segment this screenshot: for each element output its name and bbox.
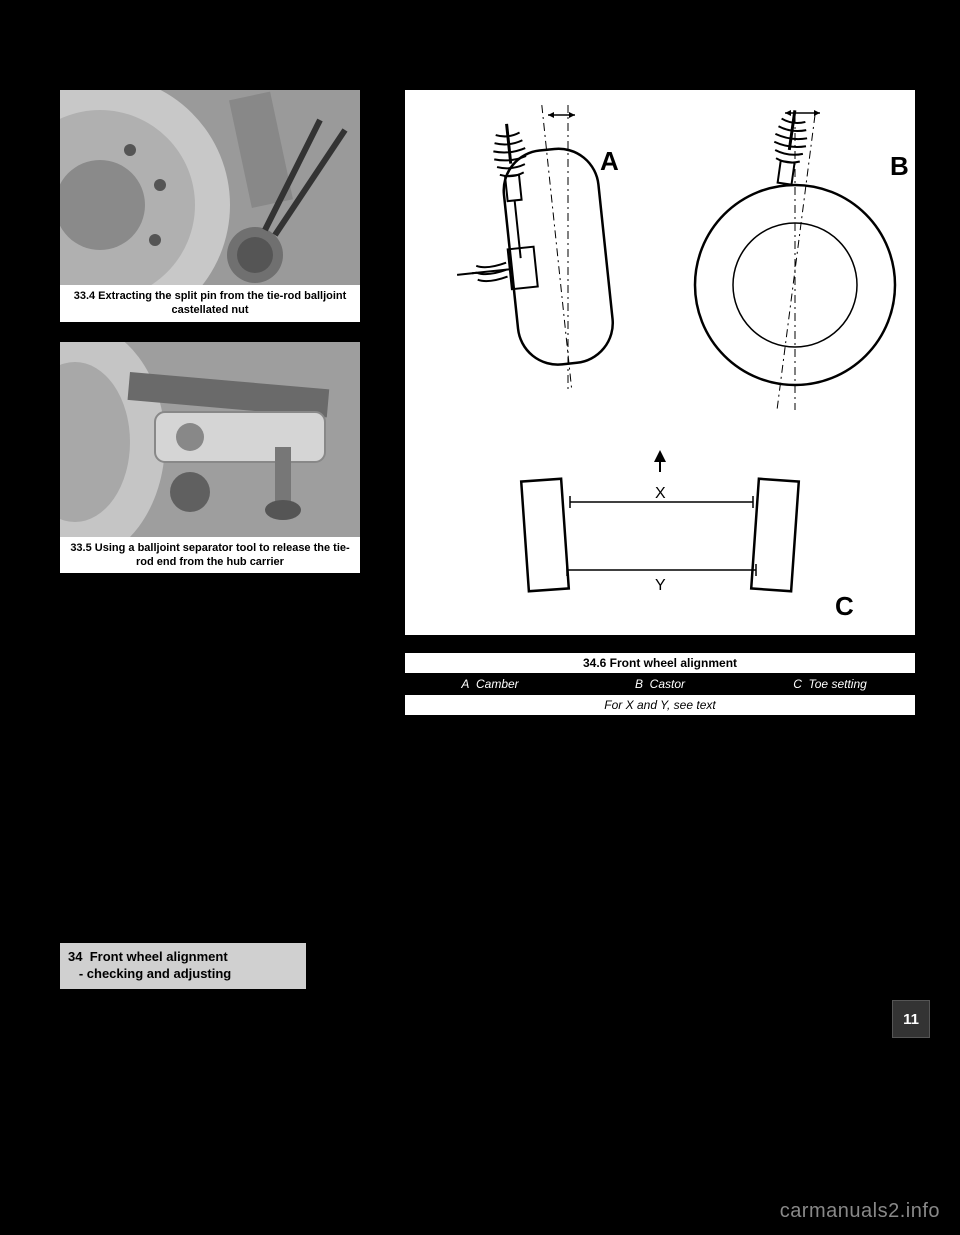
alignment-diagram: A [405, 90, 915, 635]
caption-33-5: 33.5 Using a balljoint separator tool to… [60, 537, 360, 574]
table-cell-b: B Castor [575, 677, 745, 691]
section-title: Front wheel alignment [90, 949, 228, 964]
table-header: 34.6 Front wheel alignment [405, 653, 915, 673]
right-area: A [405, 90, 915, 715]
svg-text:C: C [835, 591, 854, 621]
photo-33-5 [60, 342, 360, 537]
table-row: A Camber B Castor C Toe setting [405, 673, 915, 695]
table-note: For X and Y, see text [405, 695, 915, 715]
watermark: carmanuals2.info [780, 1200, 940, 1223]
manual-page: 33.4 Extracting the split pin from the t… [0, 0, 960, 1235]
svg-text:A: A [600, 146, 619, 176]
alignment-table: 34.6 Front wheel alignment A Camber B Ca… [405, 653, 915, 715]
table-cell-c: C Toe setting [745, 677, 915, 691]
figure-33-4: 33.4 Extracting the split pin from the t… [60, 90, 360, 322]
chapter-tab: 11 [892, 1000, 930, 1038]
left-column: 33.4 Extracting the split pin from the t… [60, 90, 370, 989]
section-heading-34: 34 Front wheel alignment - checking and … [60, 943, 306, 989]
photo-33-4 [60, 90, 360, 285]
caption-33-4: 33.4 Extracting the split pin from the t… [60, 285, 360, 322]
section-subtitle: - checking and adjusting [79, 966, 231, 981]
svg-text:Y: Y [655, 577, 666, 594]
svg-text:X: X [655, 485, 666, 502]
table-cell-a: A Camber [405, 677, 575, 691]
figure-33-5: 33.5 Using a balljoint separator tool to… [60, 342, 360, 574]
svg-text:B: B [890, 151, 909, 181]
section-number: 34 [68, 949, 82, 964]
